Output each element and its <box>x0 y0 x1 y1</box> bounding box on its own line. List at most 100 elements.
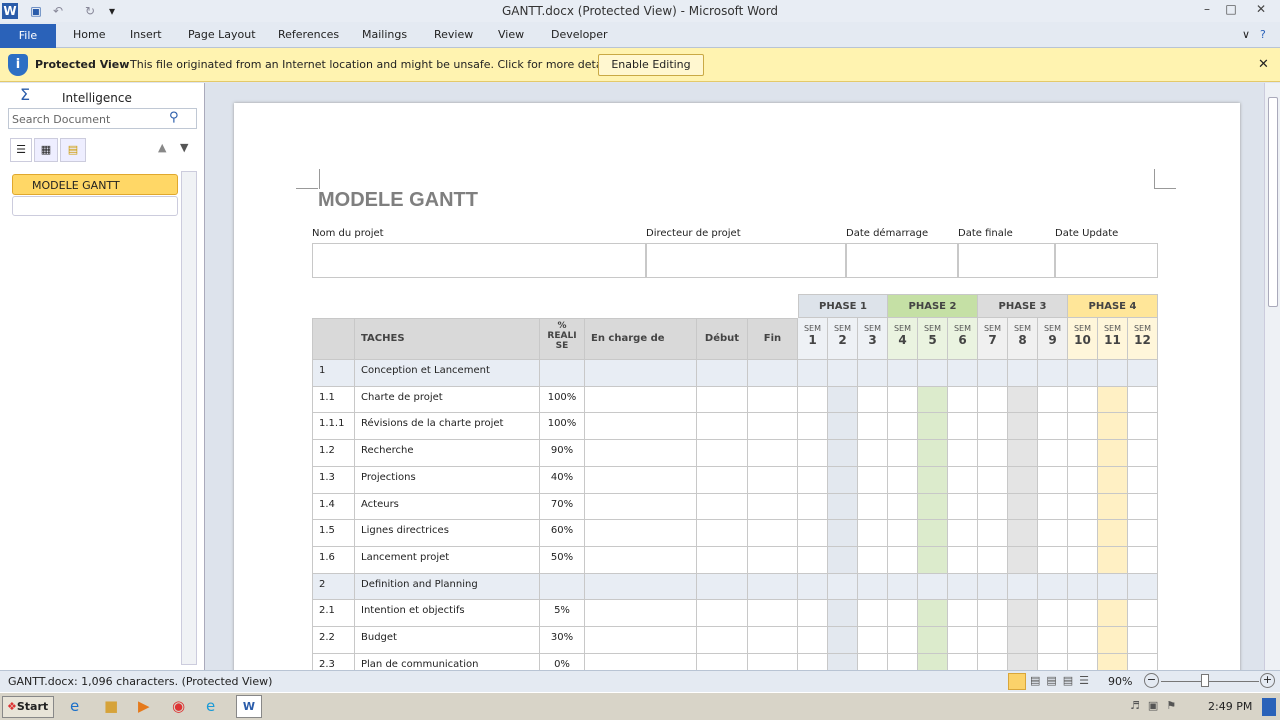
gantt-week-cell <box>888 467 918 494</box>
gantt-week-cell <box>858 440 888 467</box>
explorer-icon[interactable]: ■ <box>104 697 119 715</box>
heading-item-empty[interactable] <box>12 196 178 216</box>
task-name[interactable]: Lignes directrices <box>355 520 540 547</box>
field-value-box[interactable] <box>312 243 646 278</box>
tab-page-layout[interactable]: Page Layout <box>188 28 256 41</box>
tab-home[interactable]: Home <box>73 28 106 41</box>
save-icon[interactable]: ▣ <box>30 4 42 18</box>
ie-icon[interactable]: e <box>70 697 80 715</box>
zoom-slider[interactable] <box>1161 681 1259 682</box>
help-icon[interactable]: ? <box>1260 28 1266 41</box>
task-start <box>697 574 748 600</box>
week-number: 3 <box>868 333 877 347</box>
gantt-week-cell <box>918 627 948 654</box>
tab-mailings[interactable]: Mailings <box>362 28 408 41</box>
previous-heading-icon[interactable]: ▲ <box>158 141 167 154</box>
task-owner <box>585 627 697 654</box>
week-header: SEM 7 <box>978 318 1008 360</box>
gantt-week-cell <box>798 520 828 547</box>
enable-editing-button[interactable]: Enable Editing <box>598 54 704 76</box>
task-name[interactable]: Definition and Planning <box>355 574 540 600</box>
week-header: SEM 10 <box>1068 318 1098 360</box>
field-value-box[interactable] <box>646 243 846 278</box>
pages-view-tab[interactable]: ▦ <box>34 138 58 162</box>
zoom-out-icon[interactable]: − <box>1144 673 1159 688</box>
start-button[interactable]: ❖Start <box>2 696 54 718</box>
media-player-icon[interactable]: ▶ <box>138 697 150 715</box>
task-name[interactable]: Acteurs <box>355 494 540 520</box>
chrome-icon[interactable]: ◉ <box>172 697 186 715</box>
headings-view-tab[interactable]: ☰ <box>10 138 32 162</box>
task-end <box>748 387 798 413</box>
task-owner <box>585 654 697 670</box>
gantt-week-cell <box>1128 574 1158 600</box>
tab-view[interactable]: View <box>498 28 525 41</box>
task-percent: 5% <box>540 600 585 627</box>
gantt-week-cell <box>978 360 1008 387</box>
word-taskbar-icon[interactable]: W <box>236 695 262 718</box>
task-owner <box>585 440 697 467</box>
gantt-week-cell <box>1038 547 1068 574</box>
show-desktop-button[interactable] <box>1262 698 1276 716</box>
tab-references[interactable]: References <box>278 28 340 41</box>
task-name[interactable]: Plan de communication <box>355 654 540 670</box>
search-document-input[interactable]: Search Document ⚲ <box>8 108 197 129</box>
zoom-level[interactable]: 90% <box>1108 675 1133 688</box>
gantt-week-cell <box>888 600 918 627</box>
task-start <box>697 387 748 413</box>
customize-qat-icon[interactable]: ▾ <box>108 4 116 18</box>
scroll-thumb[interactable] <box>1268 97 1278 307</box>
tab-insert[interactable]: Insert <box>130 28 162 41</box>
protected-view-message[interactable]: This file originated from an Internet lo… <box>130 58 618 71</box>
gantt-week-cell <box>888 440 918 467</box>
task-name[interactable]: Lancement projet <box>355 547 540 574</box>
tab-developer[interactable]: Developer <box>551 28 608 41</box>
task-number: 1.1 <box>312 387 355 413</box>
field-value-box[interactable] <box>846 243 958 278</box>
gantt-week-cell <box>828 440 858 467</box>
tab-review[interactable]: Review <box>434 28 474 41</box>
task-name[interactable]: Budget <box>355 627 540 654</box>
minimize-ribbon-icon[interactable]: ∨ <box>1242 28 1251 41</box>
view-buttons[interactable]: ▤▤▤☰ <box>1030 674 1096 687</box>
maximize-button[interactable]: □ <box>1225 2 1237 16</box>
gantt-week-cell <box>918 654 948 670</box>
results-view-tab[interactable]: ▤ <box>60 138 86 162</box>
undo-icon[interactable]: ↶ <box>52 4 64 18</box>
gantt-week-cell <box>858 360 888 387</box>
close-icon[interactable]: ✕ <box>1258 57 1269 72</box>
field-value-box[interactable] <box>958 243 1055 278</box>
zoom-slider-thumb[interactable] <box>1201 674 1209 687</box>
tray-icons[interactable]: ♬▣⚑ <box>1130 699 1185 712</box>
edge-icon[interactable]: e <box>206 697 216 715</box>
nav-scrollbar[interactable] <box>181 171 197 665</box>
gantt-week-cell <box>888 547 918 574</box>
gantt-week-cell <box>1098 494 1128 520</box>
task-name[interactable]: Recherche <box>355 440 540 467</box>
task-percent <box>540 574 585 600</box>
week-number: 4 <box>898 333 907 347</box>
week-prefix: SEM <box>923 324 942 333</box>
task-name[interactable]: Projections <box>355 467 540 494</box>
week-prefix: SEM <box>1073 324 1092 333</box>
zoom-in-icon[interactable]: + <box>1260 673 1275 688</box>
field-value-box[interactable] <box>1055 243 1158 278</box>
task-name[interactable]: Conception et Lancement <box>355 360 540 387</box>
vertical-scrollbar[interactable] <box>1264 83 1280 670</box>
heading-item-modele-gantt[interactable]: MODELE GANTT <box>12 174 178 195</box>
next-heading-icon[interactable]: ▼ <box>180 141 189 154</box>
gantt-week-cell <box>798 413 828 440</box>
task-name[interactable]: Intention et objectifs <box>355 600 540 627</box>
close-button[interactable]: ✕ <box>1255 2 1267 16</box>
task-name[interactable]: Charte de projet <box>355 387 540 413</box>
gantt-week-cell <box>1128 467 1158 494</box>
protected-view-title: Protected View <box>35 58 130 71</box>
search-icon[interactable]: ⚲ <box>169 110 179 125</box>
print-layout-icon[interactable] <box>1008 673 1026 690</box>
minimize-button[interactable]: – <box>1204 2 1210 16</box>
gantt-week-cell <box>1008 387 1038 413</box>
phase-header: PHASE 3 <box>978 294 1068 318</box>
tab-file[interactable]: File <box>0 24 56 48</box>
task-name[interactable]: Révisions de la charte projet <box>355 413 540 440</box>
redo-icon[interactable]: ↻ <box>84 4 96 18</box>
